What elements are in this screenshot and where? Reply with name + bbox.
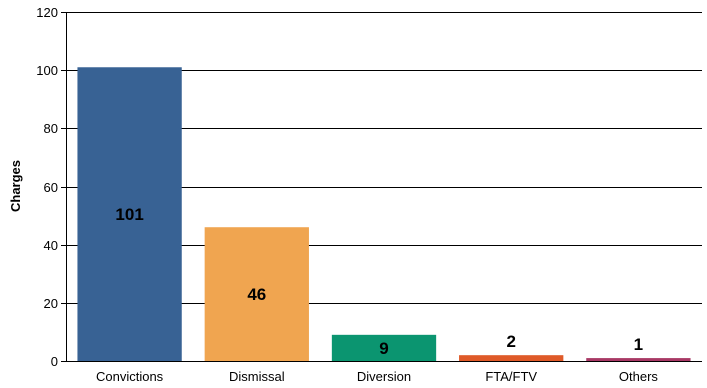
x-category-label: Others	[619, 369, 659, 384]
y-tick-label: 60	[44, 180, 58, 195]
bar-fta-ftv	[459, 355, 564, 361]
bars	[77, 67, 691, 361]
y-tick-label: 100	[36, 63, 58, 78]
bar-convictions	[77, 67, 182, 361]
y-axis-title: Charges	[8, 160, 23, 212]
bar-dismissal	[204, 227, 309, 361]
category-labels: Convictions Dismissal Diversion FTA/FTV Othe…	[96, 369, 658, 384]
data-labels: 101 46 9 2 1	[115, 205, 643, 358]
bar-diversion	[331, 334, 437, 361]
data-label: 2	[506, 332, 515, 351]
x-category-label: FTA/FTV	[485, 369, 537, 384]
bar-others	[586, 358, 691, 361]
data-label: 9	[379, 339, 388, 358]
x-category-label: Diversion	[357, 369, 411, 384]
x-category-label: Dismissal	[229, 369, 285, 384]
y-tick-label: 40	[44, 238, 58, 253]
x-category-label: Convictions	[96, 369, 164, 384]
data-label: 46	[247, 285, 266, 304]
y-tick-label: 120	[36, 5, 58, 20]
y-tick-label: 80	[44, 121, 58, 136]
data-label: 101	[115, 205, 143, 224]
y-tick-label: 0	[51, 354, 58, 369]
y-tick-label: 20	[44, 296, 58, 311]
data-label: 1	[634, 335, 643, 354]
y-axis-ticks: 0 20 40 60 80 100 120	[36, 5, 66, 369]
